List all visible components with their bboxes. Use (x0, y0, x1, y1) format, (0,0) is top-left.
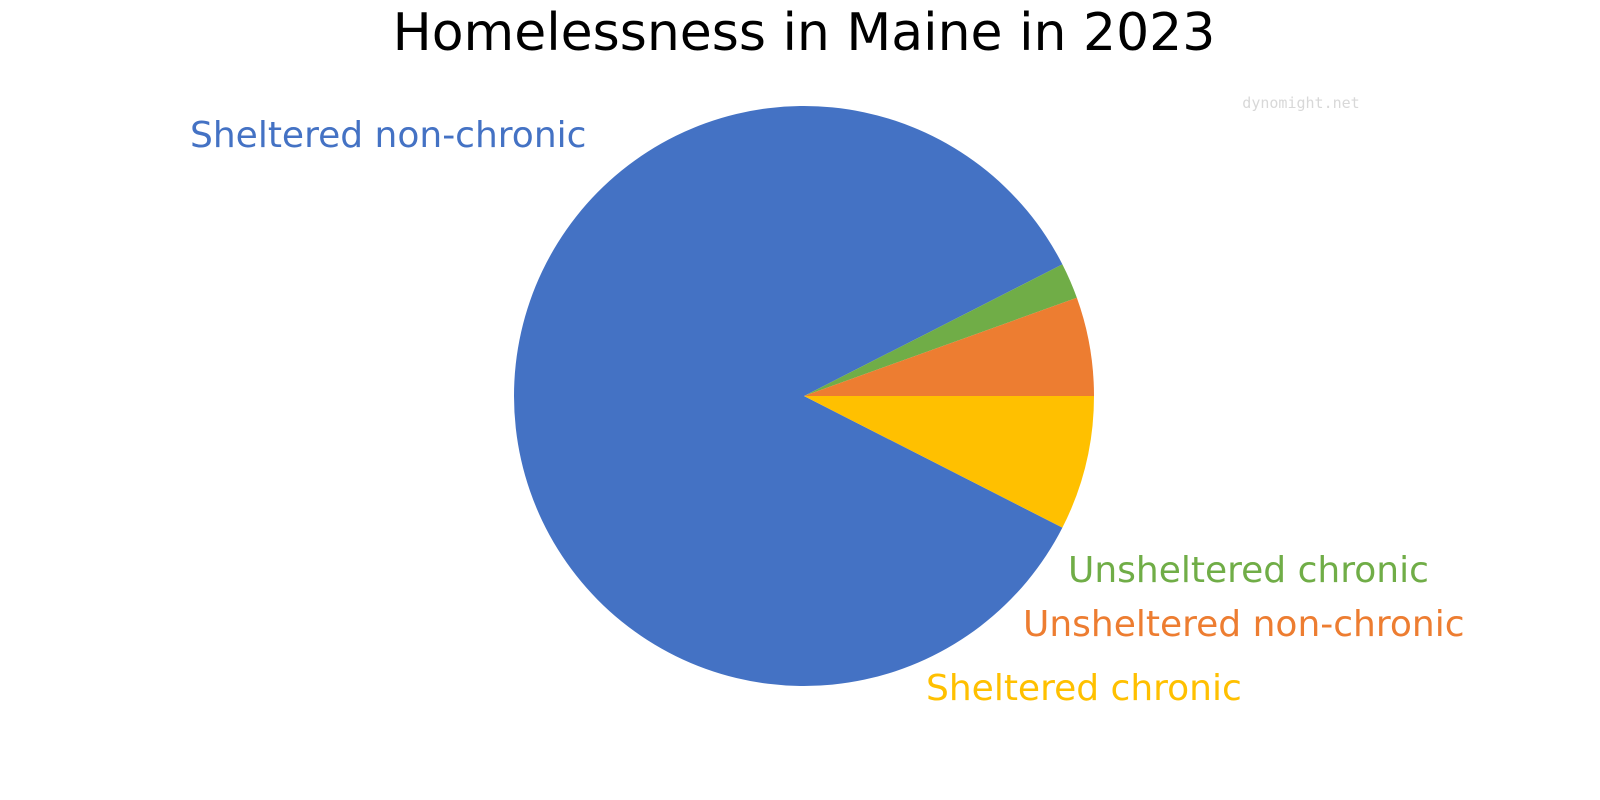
pie-slice-unsheltered-chronic (804, 264, 1077, 396)
slice-label-sheltered-chronic: Sheltered chronic (926, 668, 1242, 709)
pie-labels: Sheltered non-chronic Unsheltered chroni… (190, 115, 1465, 709)
pie-slice-unsheltered-non-chronic (804, 297, 1094, 396)
pie-slices (513, 105, 1094, 686)
pie-slice-sheltered-chronic (804, 396, 1094, 528)
slice-label-sheltered-non-chronic: Sheltered non-chronic (190, 115, 586, 156)
chart-title: Homelessness in Maine in 2023 (393, 3, 1216, 63)
watermark: dynomight.net (1242, 94, 1359, 112)
slice-label-unsheltered-chronic: Unsheltered chronic (1068, 550, 1429, 591)
slice-label-unsheltered-non-chronic: Unsheltered non-chronic (1023, 604, 1465, 645)
pie-slice-sheltered-non-chronic (513, 105, 1063, 686)
